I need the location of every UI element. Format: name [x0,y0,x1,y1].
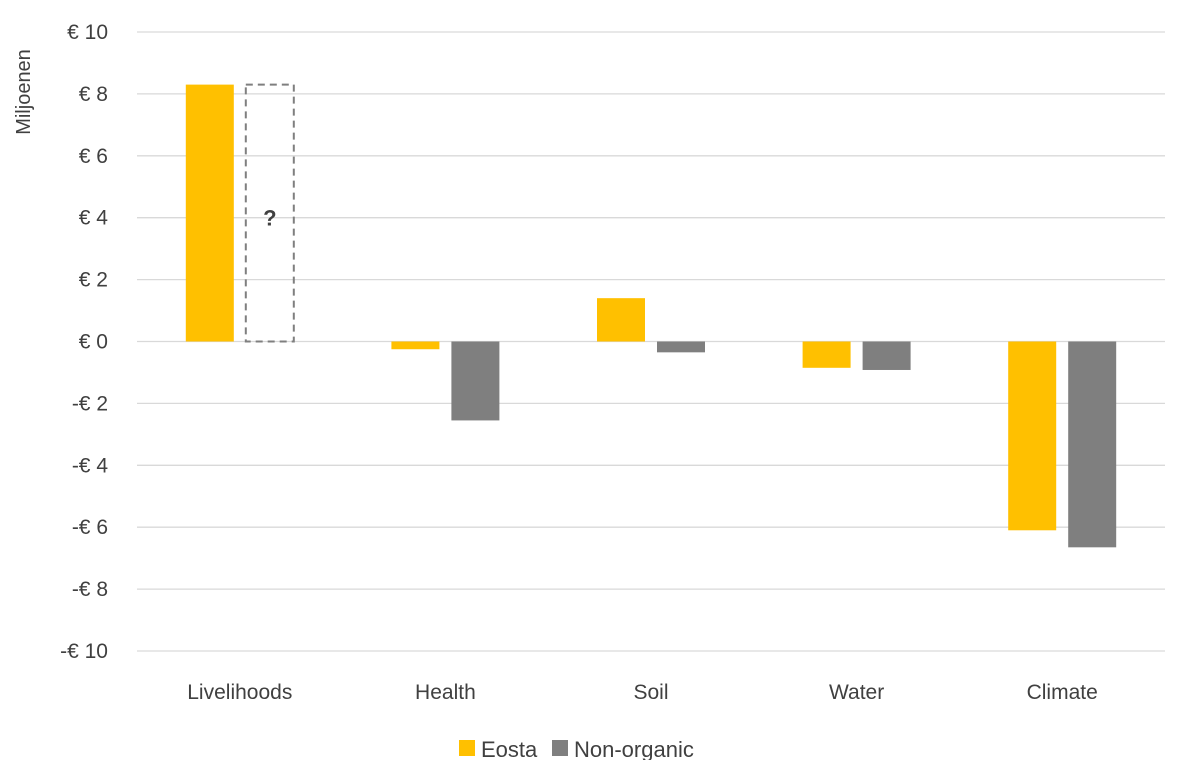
bar-eosta-climate [1008,341,1057,531]
x-category-label: Water [829,681,884,704]
y-tick-label: -€ 10 [60,640,108,663]
y-axis-ticks: € 10 € 8 € 6 € 4 € 2 € 0 -€ 2 -€ 4 -€ 6 -€ 8 -€ 10 [60,21,108,663]
y-tick-label: € 6 [79,145,108,168]
unknown-value-label: ? [263,206,276,231]
unknown-value-bar [244,83,295,343]
bar-non-organic-health [451,341,500,421]
x-category-label: Health [415,681,476,704]
bar-eosta-water [802,341,851,368]
x-category-label: Climate [1027,681,1098,704]
x-axis-categories: Livelihoods Health Soil Water Climate [187,681,1098,704]
bar-eosta-livelihoods [185,84,234,342]
y-tick-label: € 10 [67,21,108,44]
bar-non-organic-soil [657,341,705,353]
bar-non-organic-climate [1068,341,1117,548]
y-tick-label: € 2 [79,269,108,292]
x-category-label: Soil [633,681,668,704]
legend-swatch-non-organic [552,740,568,756]
y-tick-label: € 8 [79,83,108,106]
gridlines [137,31,1165,652]
y-tick-label: -€ 4 [72,454,109,477]
bar-eosta-health [391,341,440,350]
bar-non-organic-water [862,341,911,370]
y-tick-label: -€ 2 [72,392,108,415]
legend-label: Eosta [481,737,538,760]
y-tick-label: € 4 [79,207,109,230]
legend: Eosta Non-organic [459,737,694,760]
y-tick-label: -€ 6 [72,516,108,539]
x-category-label: Livelihoods [187,681,292,704]
y-axis-label: Miljoenen [13,49,35,135]
bar-eosta-soil [597,298,645,342]
legend-label: Non-organic [574,737,694,760]
bars: ? [185,83,1117,548]
y-tick-label: -€ 8 [72,578,108,601]
legend-swatch-eosta [459,740,475,756]
y-tick-label: € 0 [79,331,108,354]
